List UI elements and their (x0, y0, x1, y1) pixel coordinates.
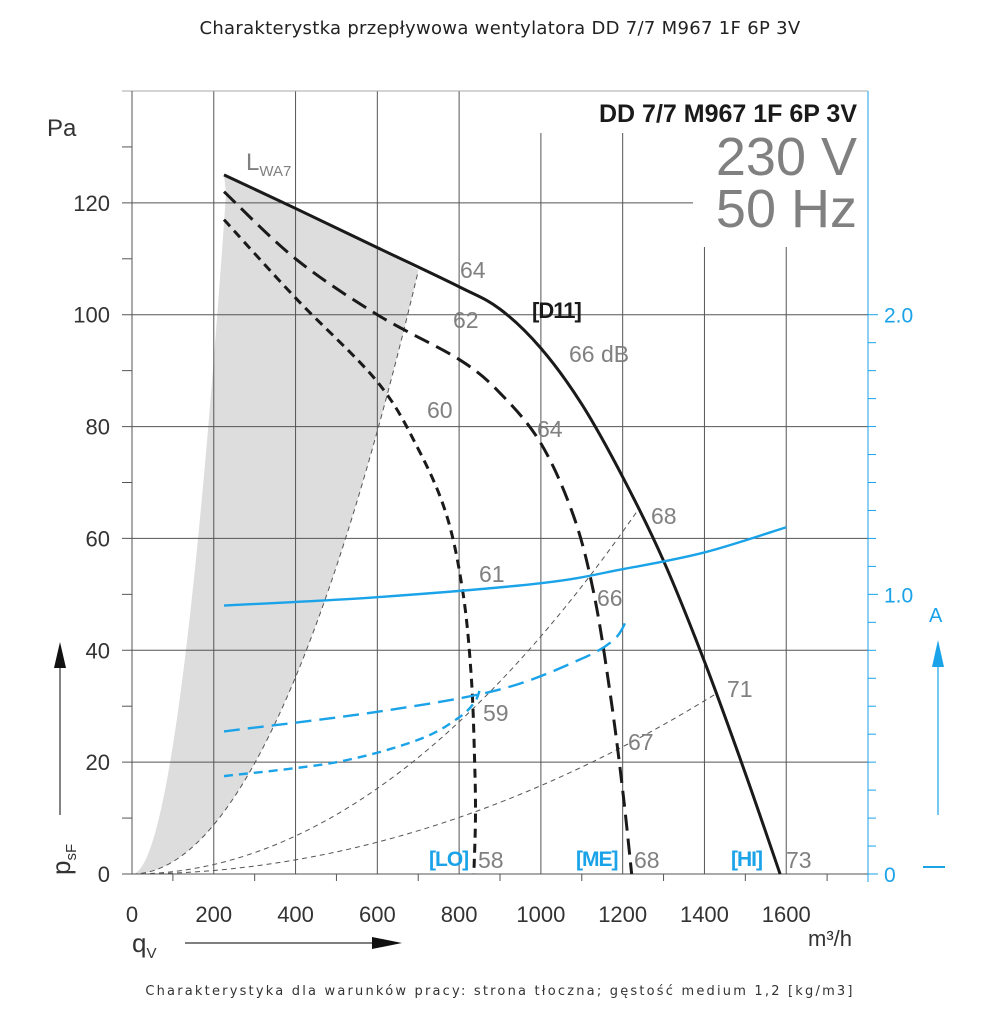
model-code-label: [D11] (532, 298, 581, 323)
y2-tick-label: 0 (884, 864, 896, 887)
sound-level-label: 68 (634, 847, 660, 873)
sound-level-label: 64 (460, 257, 486, 283)
fan-model-title: DD 7/7 M967 1F 6P 3V (599, 100, 857, 128)
x-tick-label: 600 (359, 902, 396, 927)
y-tick-label: 20 (86, 750, 110, 775)
x-tick-label: 1600 (762, 902, 811, 927)
sound-level-label: 73 (786, 847, 812, 873)
sound-level-label: 62 (453, 307, 479, 333)
sound-level-label: 66 dB (569, 341, 629, 367)
current-curve-lo (223, 686, 482, 778)
system-curve (131, 270, 419, 875)
sound-level-label: 59 (483, 700, 509, 726)
voltage-label: 230 V (716, 127, 857, 187)
system-curve (131, 692, 717, 875)
y-axis-label: psF (46, 844, 80, 875)
sound-level-label: 67 (628, 729, 654, 755)
sound-level-label: 71 (727, 676, 753, 702)
x-tick-label: 1200 (598, 902, 647, 927)
sound-level-label: 58 (478, 847, 504, 873)
y2-axis-arrow-head (932, 640, 944, 667)
system-curve (131, 508, 640, 875)
sound-level-label: 61 (479, 561, 505, 587)
sound-level-label: 60 (427, 397, 453, 423)
y-tick-label: 100 (73, 303, 110, 328)
sound-level-label: 66 (597, 585, 623, 611)
frequency-label: 50 Hz (716, 179, 857, 239)
speed-label: [HI] (731, 848, 762, 871)
x-axis-label: qV (132, 928, 156, 962)
x-axis-arrow-head (372, 937, 402, 949)
y-tick-label: 40 (86, 638, 110, 663)
noise-level-label: LWA7 (246, 149, 291, 180)
x-tick-label: 1000 (516, 902, 565, 927)
y-axis-arrow-head (54, 642, 66, 668)
y-tick-label: 120 (73, 191, 110, 216)
sound-level-label: 68 (651, 503, 677, 529)
current-curve-hi (223, 526, 787, 607)
y-tick-label: 0 (98, 862, 110, 887)
current-curve-me (223, 618, 628, 733)
speed-label: [ME] (576, 848, 618, 871)
x-tick-label: 0 (126, 902, 138, 927)
x-unit-label: m³/h (808, 926, 852, 951)
x-tick-label: 400 (277, 902, 314, 927)
y2-unit-label: A (929, 605, 943, 627)
pressure-curve-hi (223, 173, 782, 875)
chart-footnote: Charakterystyka dla warunków pracy: stro… (145, 984, 855, 999)
sound-level-label: 64 (537, 416, 563, 442)
y2-tick-label: 1.0 (884, 584, 913, 607)
y-tick-label: 80 (86, 415, 110, 440)
pressure-curve-me (222, 190, 634, 875)
speed-label: [LO] (429, 848, 468, 871)
noise-shaded-region (132, 174, 419, 875)
y-tick-label: 60 (86, 526, 110, 551)
x-tick-label: 200 (195, 902, 232, 927)
x-tick-label: 800 (441, 902, 478, 927)
y-unit-label: Pa (47, 115, 77, 142)
pressure-curve-lo (222, 218, 477, 875)
x-tick-label: 1400 (680, 902, 729, 927)
y2-tick-label: 2.0 (884, 305, 913, 328)
chart-title: Charakterystka przepływowa wentylatora D… (199, 18, 801, 39)
